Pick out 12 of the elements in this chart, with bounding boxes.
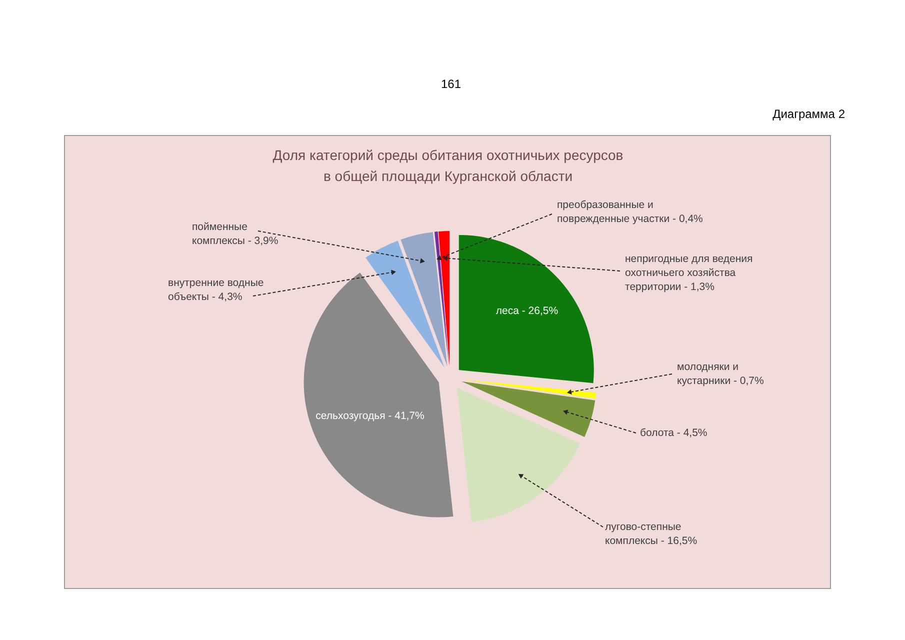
text: Диаграмма 2: [772, 107, 846, 121]
slice-label: сельхозугодья - 41,7%: [316, 410, 424, 422]
slice-label: пойменные комплексы - 3,9%: [192, 221, 278, 247]
slice-label: внутренние водные объекты - 4,3%: [168, 277, 264, 303]
slice-label: непригодные для ведения охотничьего хозяйства территории - 1,3%: [625, 253, 753, 293]
chart-title: Доля категорий среды обитания охотничьих ресурсов в общей площади Курганской области: [272, 147, 624, 184]
slice-label: болота - 4,5%: [640, 427, 708, 439]
slice-label: преобразованные и поврежденные участки - 0,4%: [557, 199, 703, 225]
text: 161: [440, 77, 462, 91]
slice-label: леса - 26,5%: [496, 305, 558, 317]
slice-label: молодняки и кустарники - 0,7%: [677, 361, 764, 387]
slice-label: лугово-степные комплексы - 16,5%: [605, 521, 698, 547]
